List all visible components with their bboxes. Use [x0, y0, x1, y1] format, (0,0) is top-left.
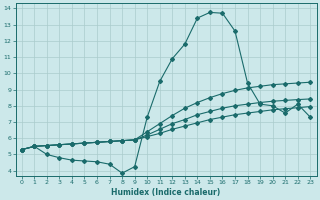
X-axis label: Humidex (Indice chaleur): Humidex (Indice chaleur) [111, 188, 221, 197]
